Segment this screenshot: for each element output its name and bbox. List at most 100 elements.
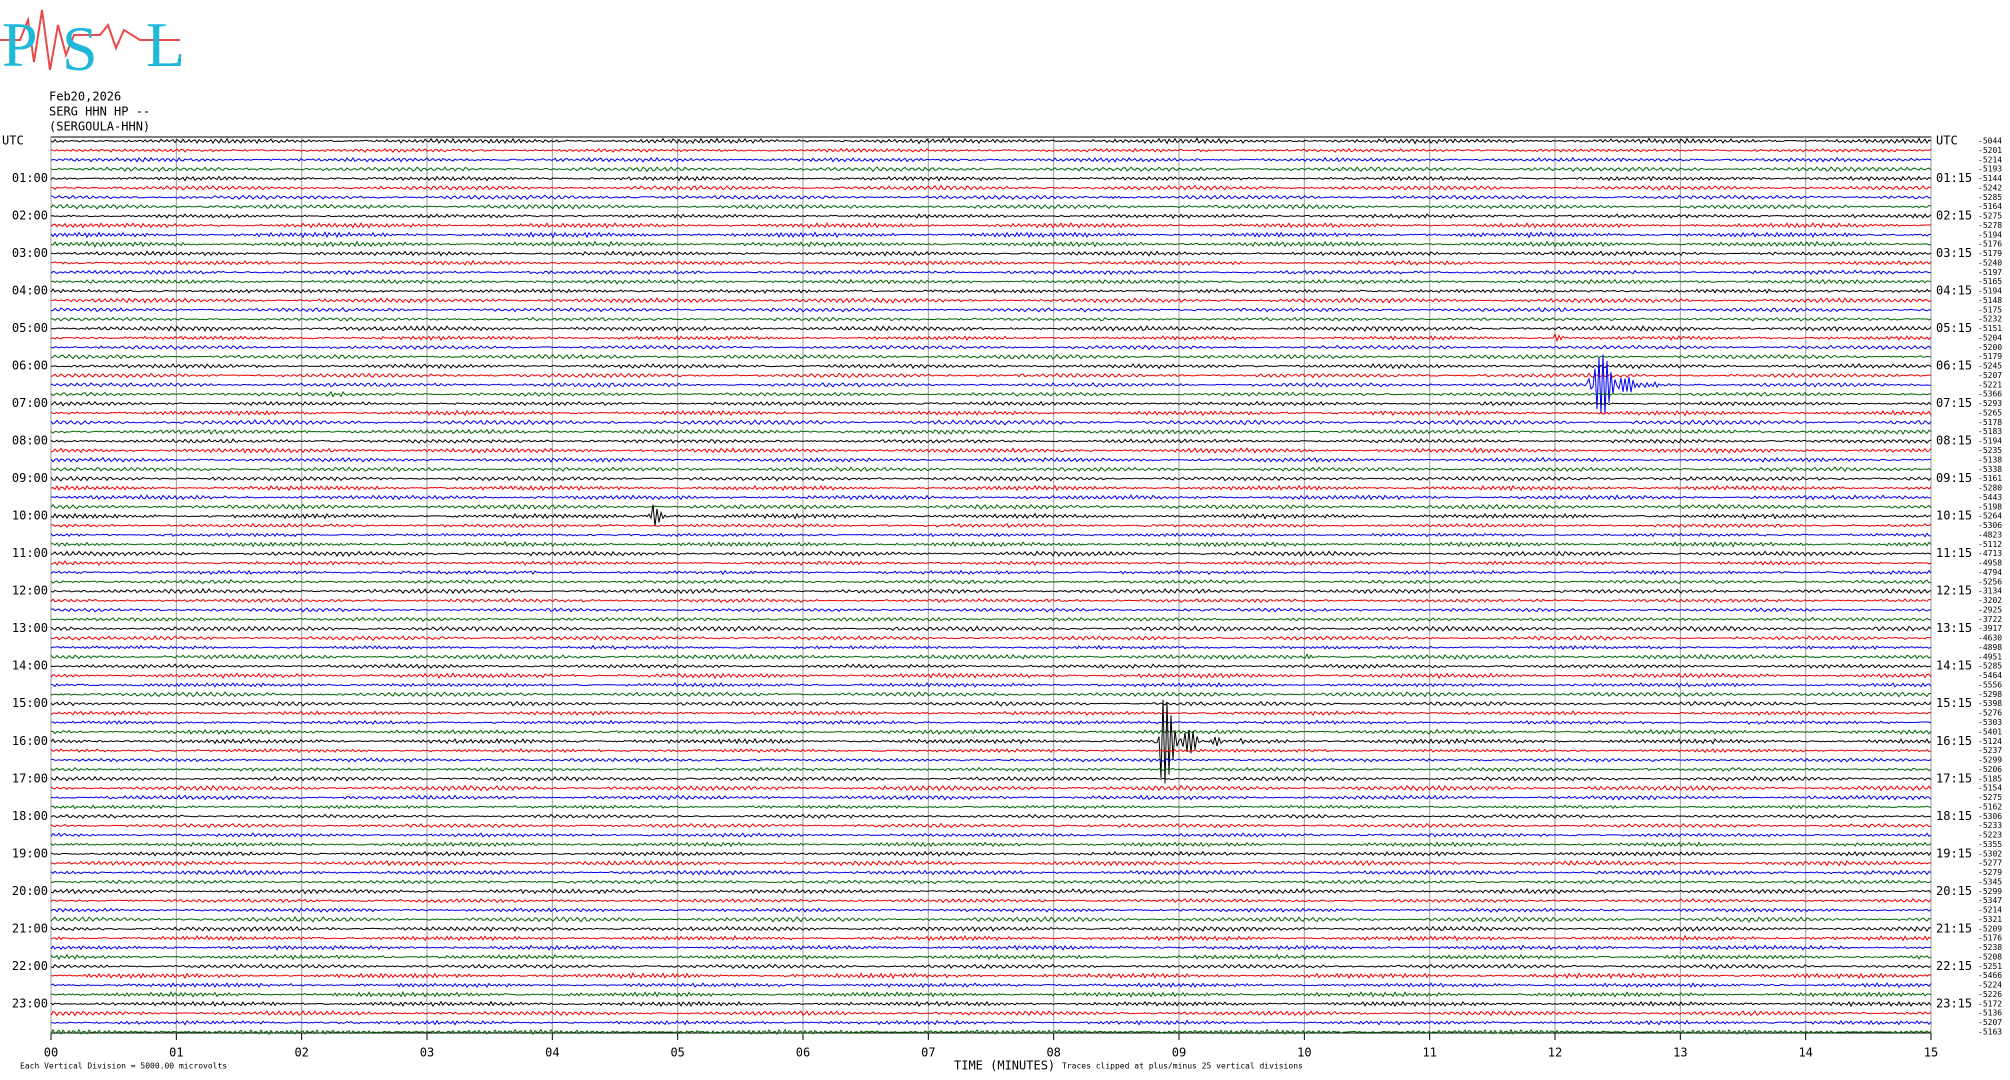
trace — [50, 728, 1932, 735]
trace — [50, 616, 1931, 622]
trace — [50, 982, 1932, 989]
trace — [50, 644, 1932, 651]
left-time-label: 20:00 — [12, 884, 48, 898]
trace-offset: -5200 — [1978, 343, 2002, 352]
trace — [50, 166, 1932, 173]
trace-offset: -5178 — [1978, 418, 2002, 427]
trace-offset: -5299 — [1978, 756, 2002, 765]
trace — [51, 184, 1932, 192]
trace — [50, 859, 1932, 867]
x-tick-label: 07 — [921, 1046, 935, 1060]
left-time-label: 19:00 — [12, 846, 48, 860]
x-tick-label: 03 — [420, 1046, 434, 1060]
trace — [50, 587, 1932, 595]
trace-offset: -5302 — [1978, 849, 2002, 858]
trace — [50, 372, 1932, 379]
trace-offset: -5206 — [1978, 765, 2002, 774]
trace — [50, 869, 1932, 876]
trace-offset: -5193 — [1978, 165, 2002, 174]
trace — [50, 841, 1932, 848]
right-time-label: 17:15 — [1936, 771, 1972, 785]
trace-offset: -5148 — [1978, 296, 2002, 305]
trace — [50, 934, 1932, 942]
logo-letter: S — [62, 13, 98, 84]
left-time-label: 11:00 — [12, 546, 48, 560]
trace-offset: -5183 — [1978, 427, 2002, 436]
trace-offset: -5278 — [1978, 221, 2002, 230]
trace-offset: -4630 — [1978, 634, 2002, 643]
trace — [50, 147, 1932, 153]
left-time-label: 09:00 — [12, 471, 48, 485]
trace — [50, 390, 1932, 398]
logo-letter: P — [2, 9, 38, 80]
trace — [50, 813, 1932, 819]
x-tick-label: 01 — [169, 1046, 183, 1060]
trace — [50, 953, 1932, 961]
trace-offset: -5251 — [1978, 962, 2002, 971]
trace — [50, 213, 1932, 219]
trace — [50, 362, 1932, 370]
trace-offset: -5338 — [1978, 465, 2002, 474]
trace — [50, 607, 1932, 613]
trace — [50, 240, 1932, 248]
trace-offset: -5347 — [1978, 896, 2002, 905]
trace — [50, 804, 1932, 810]
trace-offset: -5279 — [1978, 868, 2002, 877]
trace-offset: -5207 — [1978, 371, 2002, 380]
division-note: Each Vertical Division = 5000.00 microvo… — [20, 1062, 227, 1071]
right-time-label: 10:15 — [1936, 509, 1972, 523]
trace — [50, 1010, 1932, 1017]
trace-offset: -5124 — [1978, 737, 2002, 746]
trace-offset: -5112 — [1978, 540, 2002, 549]
logo-letter: L — [146, 9, 185, 80]
trace-offset: -5162 — [1978, 802, 2002, 811]
trace-offset: -5299 — [1978, 887, 2002, 896]
trace-offset: -5179 — [1978, 352, 2002, 361]
right-time-label: 09:15 — [1936, 471, 1972, 485]
trace — [50, 1028, 1932, 1036]
clip-note: Traces clipped at plus/minus 25 vertical… — [1062, 1062, 1303, 1071]
trace-offset: -5276 — [1978, 709, 2002, 718]
trace-offset: -5240 — [1978, 258, 2002, 267]
trace-offset: -5264 — [1978, 512, 2002, 521]
trace — [50, 503, 1932, 510]
trace-offset: -5306 — [1978, 812, 2002, 821]
x-axis-title: TIME (MINUTES) — [954, 1059, 1055, 1073]
trace-offset: -5464 — [1978, 671, 2002, 680]
trace-offset: -5161 — [1978, 474, 2002, 483]
trace-offset: -5175 — [1978, 305, 2002, 314]
trace-offset: -5154 — [1978, 784, 2002, 793]
trace — [50, 944, 1932, 951]
right-time-label: 11:15 — [1936, 546, 1972, 560]
trace-offset: -5242 — [1978, 183, 2002, 192]
trace-offset: -5163 — [1978, 1028, 2002, 1037]
trace-offset: -5306 — [1978, 521, 2002, 530]
trace — [50, 484, 1932, 492]
trace-offset: -5194 — [1978, 437, 2002, 446]
trace-offset: -2925 — [1978, 605, 2002, 614]
trace-offset: -5366 — [1978, 390, 2002, 399]
trace-offset: -5172 — [1978, 999, 2002, 1008]
trace-offset: -4951 — [1978, 652, 2002, 661]
trace-offset: -5345 — [1978, 877, 2002, 886]
trace — [50, 259, 1932, 266]
x-tick-label: 02 — [294, 1046, 308, 1060]
trace — [50, 888, 1932, 895]
trace — [50, 428, 1932, 435]
trace — [50, 504, 1931, 527]
left-time-label: 04:00 — [12, 284, 48, 298]
trace — [50, 597, 1932, 604]
trace-offset: -5221 — [1978, 380, 2002, 389]
left-time-label: 12:00 — [12, 584, 48, 598]
right-time-label: 01:15 — [1936, 171, 1972, 185]
trace — [50, 325, 1932, 333]
left-time-label: 06:00 — [12, 359, 48, 373]
x-tick-label: 15 — [1924, 1046, 1938, 1060]
trace-offset: -5194 — [1978, 230, 2002, 239]
right-time-label: 23:15 — [1936, 996, 1972, 1010]
right-time-label: 15:15 — [1936, 696, 1972, 710]
trace — [50, 784, 1932, 792]
right-time-label: 04:15 — [1936, 284, 1972, 298]
trace-offset: -3134 — [1978, 587, 2002, 596]
trace-offset: -5138 — [1978, 455, 2002, 464]
